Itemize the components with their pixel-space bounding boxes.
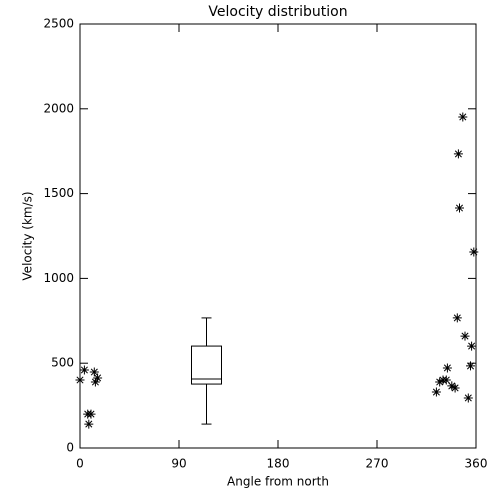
x-tick-label: 180: [267, 457, 290, 471]
x-tick-label: 90: [171, 457, 186, 471]
scatter-point: [86, 409, 96, 419]
y-tick-label: 2500: [43, 17, 74, 31]
chart-title: Velocity distribution: [208, 4, 347, 20]
scatter-point: [458, 112, 468, 122]
scatter-point: [463, 393, 473, 403]
scatter-point: [469, 247, 479, 257]
scatter-point: [447, 381, 457, 391]
y-axis-label: Velocity (km/s): [21, 191, 35, 280]
scatter-point: [431, 387, 441, 397]
scatter-point: [467, 341, 477, 351]
scatter-point: [466, 361, 475, 371]
y-tick-label: 500: [51, 356, 74, 370]
scatter-point: [435, 377, 445, 387]
scatter-point: [452, 313, 462, 323]
x-tick-label: 360: [465, 457, 488, 471]
x-axis-label: Angle from north: [227, 475, 329, 489]
scatter-point: [455, 203, 464, 213]
scatter-point: [90, 377, 100, 387]
y-tick-label: 1500: [43, 186, 74, 200]
scatter-point: [441, 375, 451, 385]
y-tick-label: 1000: [43, 271, 74, 285]
y-tick-label: 2000: [43, 101, 74, 115]
scatter-point: [460, 331, 470, 341]
scatter-point: [442, 363, 452, 373]
scatter-point: [89, 367, 99, 377]
scatter-point: [79, 365, 89, 375]
scatter-point: [453, 149, 463, 159]
scatter-point: [75, 375, 85, 385]
scatter-point: [450, 383, 460, 393]
y-tick-label: 0: [66, 441, 74, 455]
x-tick-label: 0: [76, 457, 84, 471]
box: [191, 345, 222, 385]
scatter-point: [84, 419, 94, 429]
scatter-point: [93, 373, 103, 383]
x-tick-label: 270: [366, 457, 389, 471]
